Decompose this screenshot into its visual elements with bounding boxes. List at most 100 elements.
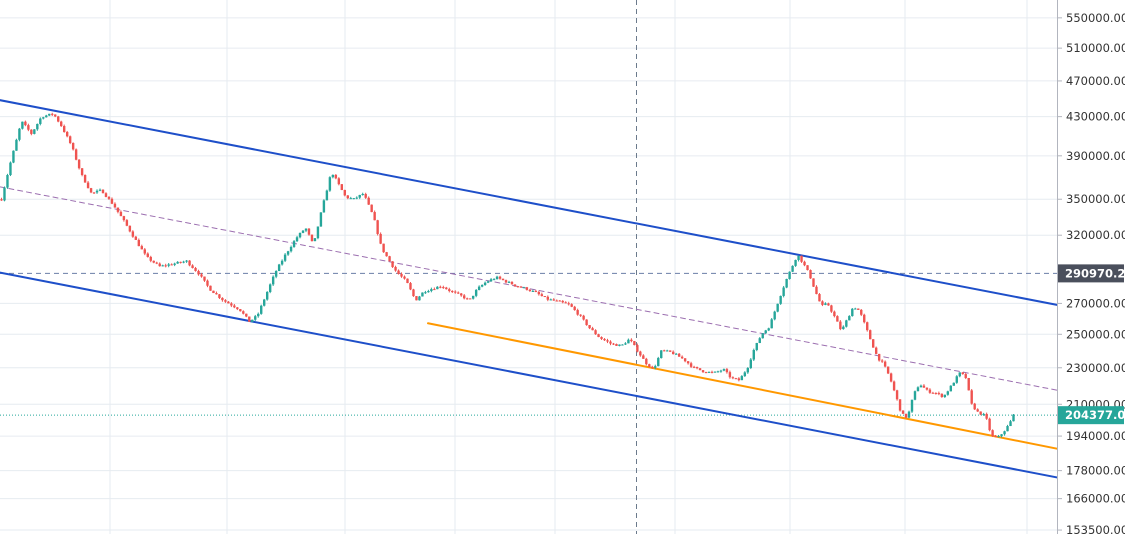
candle bbox=[582, 314, 585, 321]
candle-body bbox=[322, 200, 326, 213]
candle-body bbox=[1006, 426, 1009, 432]
candle bbox=[845, 319, 848, 328]
candle-body bbox=[116, 207, 120, 212]
candle-body bbox=[104, 193, 108, 197]
candle-body bbox=[394, 266, 397, 271]
channel-mid[interactable] bbox=[0, 186, 1058, 391]
candle-body bbox=[307, 228, 311, 235]
candle-body bbox=[848, 316, 851, 321]
candle bbox=[818, 293, 821, 302]
candle bbox=[889, 372, 893, 383]
candle-body bbox=[510, 281, 514, 285]
candle-body bbox=[925, 387, 929, 390]
candle-body bbox=[949, 385, 953, 392]
candle-body bbox=[630, 339, 633, 342]
candle-body bbox=[468, 298, 472, 300]
candle bbox=[585, 319, 588, 326]
candle bbox=[913, 390, 917, 401]
candle bbox=[612, 342, 615, 346]
candle bbox=[397, 269, 400, 275]
candle bbox=[531, 289, 535, 292]
candle-body bbox=[695, 367, 699, 369]
candle bbox=[636, 343, 639, 353]
channel-lower[interactable] bbox=[0, 271, 1058, 479]
candle bbox=[940, 393, 944, 398]
candle-body bbox=[525, 287, 529, 290]
candle-body bbox=[331, 174, 335, 178]
candle-body bbox=[218, 294, 221, 298]
candle bbox=[600, 336, 603, 340]
candle-body bbox=[889, 373, 893, 382]
candle bbox=[627, 338, 630, 344]
candle-body bbox=[68, 136, 72, 143]
candle-body bbox=[531, 290, 535, 292]
candle-body bbox=[543, 296, 547, 298]
candle-body bbox=[95, 190, 99, 193]
candle-body bbox=[185, 260, 188, 262]
candle bbox=[946, 390, 950, 396]
candle-body bbox=[528, 289, 532, 291]
candle-body bbox=[480, 285, 484, 287]
candle-body bbox=[800, 255, 803, 262]
candle-body bbox=[964, 374, 967, 378]
candle-body bbox=[80, 168, 84, 176]
candle-body bbox=[770, 319, 773, 329]
candle bbox=[289, 245, 293, 253]
candle bbox=[9, 161, 12, 177]
candle bbox=[537, 290, 541, 296]
candle-body bbox=[310, 234, 314, 242]
candle-body bbox=[313, 238, 317, 242]
candle-body bbox=[666, 350, 669, 352]
candle-body bbox=[385, 252, 388, 257]
candle-body bbox=[263, 299, 266, 306]
support-line[interactable] bbox=[427, 322, 1058, 450]
candle-body bbox=[370, 204, 373, 213]
candle-body bbox=[609, 341, 612, 344]
candle-body bbox=[857, 308, 860, 310]
candle bbox=[209, 285, 212, 291]
candle bbox=[498, 275, 502, 280]
candle-body bbox=[98, 189, 102, 191]
candle bbox=[689, 361, 693, 368]
candle bbox=[486, 280, 490, 284]
candle-body bbox=[131, 231, 135, 237]
candle bbox=[979, 411, 982, 416]
drawing-layer[interactable] bbox=[0, 99, 1058, 479]
candle-body bbox=[18, 128, 21, 140]
candle-body bbox=[224, 300, 227, 302]
candle-body bbox=[898, 399, 902, 411]
price-axis[interactable]: 550000.00 510000.00 470000.00 430000.00 3900… bbox=[1057, 0, 1125, 534]
candle-body bbox=[842, 326, 845, 330]
candle bbox=[18, 127, 21, 142]
candle-body bbox=[713, 371, 717, 373]
horizontal-level-tag[interactable] bbox=[1058, 264, 1124, 283]
candle-body bbox=[860, 309, 863, 315]
candle bbox=[295, 235, 299, 243]
candle-body bbox=[248, 316, 251, 322]
candle-body bbox=[230, 303, 233, 306]
channel-upper[interactable] bbox=[0, 99, 1058, 306]
candle bbox=[367, 196, 370, 205]
candle bbox=[830, 304, 833, 313]
y-tick-label: 194000.00 bbox=[1066, 429, 1125, 443]
candle-body bbox=[907, 411, 911, 418]
candle-body bbox=[946, 391, 950, 395]
y-tick-label: 430000.00 bbox=[1066, 110, 1125, 124]
candle-body bbox=[418, 296, 421, 301]
candle bbox=[218, 293, 221, 300]
candle bbox=[788, 271, 791, 280]
candle bbox=[110, 197, 114, 205]
candle bbox=[191, 264, 194, 269]
candle-body bbox=[194, 268, 197, 271]
candle bbox=[848, 315, 851, 321]
candle-body bbox=[24, 121, 27, 126]
candle bbox=[358, 194, 361, 200]
candle bbox=[803, 260, 806, 267]
candle-body bbox=[639, 351, 642, 356]
candle-body bbox=[265, 291, 269, 300]
candle-body bbox=[579, 314, 582, 316]
candle bbox=[179, 261, 182, 264]
candle bbox=[134, 235, 138, 240]
